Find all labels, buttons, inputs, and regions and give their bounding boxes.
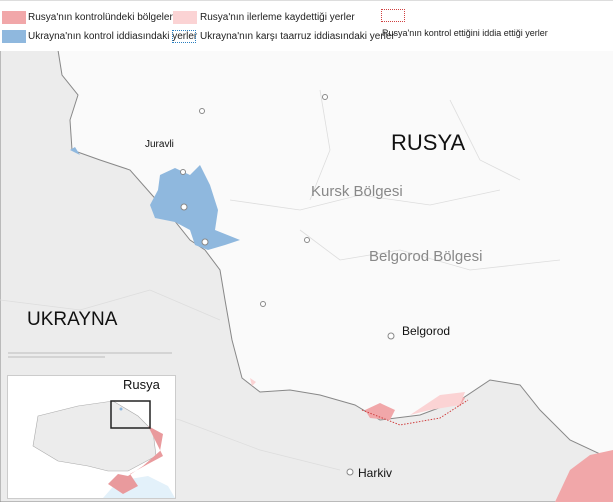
region-label-kursk: Kursk Bölgesi xyxy=(311,183,403,200)
region-label-belgorod: Belgorod Bölgesi xyxy=(369,248,483,265)
legend-russia-claimed: Rusya'nın kontrol ettiğini iddia ettiği … xyxy=(382,28,548,38)
city-label-juravli: Juravli xyxy=(145,139,174,150)
legend-russia-advanced: Rusya'nın ilerleme kaydettiği yerler xyxy=(200,12,355,23)
city-label-kharkiv: Harkiv xyxy=(358,466,393,480)
legend-ukraine-claimed: Ukrayna'nın kontrol iddiasındaki yerler xyxy=(28,31,198,42)
russia-claimed-outline xyxy=(361,399,469,426)
country-label-ukraine: UKRAYNA xyxy=(27,309,118,330)
ukraine-claimed-swatch xyxy=(2,30,26,43)
russia-advanced-swatch xyxy=(173,11,197,24)
legend-ukraine-counter: Ukrayna'nın karşı taarruz iddiasındaki y… xyxy=(200,31,395,42)
russia-claimed-swatch xyxy=(381,9,405,22)
inset-label-russia: Rusya xyxy=(123,377,160,392)
russia-controlled-swatch xyxy=(2,11,26,24)
ukraine-counter-swatch xyxy=(172,30,196,43)
country-label-russia: RUSYA xyxy=(391,130,466,155)
city-label-belgorod: Belgorod xyxy=(402,324,451,338)
locator-inset-map: Rusya xyxy=(7,375,176,499)
legend-russia-controlled: Rusya'nın kontrolündeki bölgeler xyxy=(28,12,173,23)
russia-controlled-area xyxy=(365,394,613,502)
ukraine-claimed-area xyxy=(150,165,240,250)
legend: Rusya'nın kontrolündeki bölgeler Rusya'n… xyxy=(0,0,613,51)
